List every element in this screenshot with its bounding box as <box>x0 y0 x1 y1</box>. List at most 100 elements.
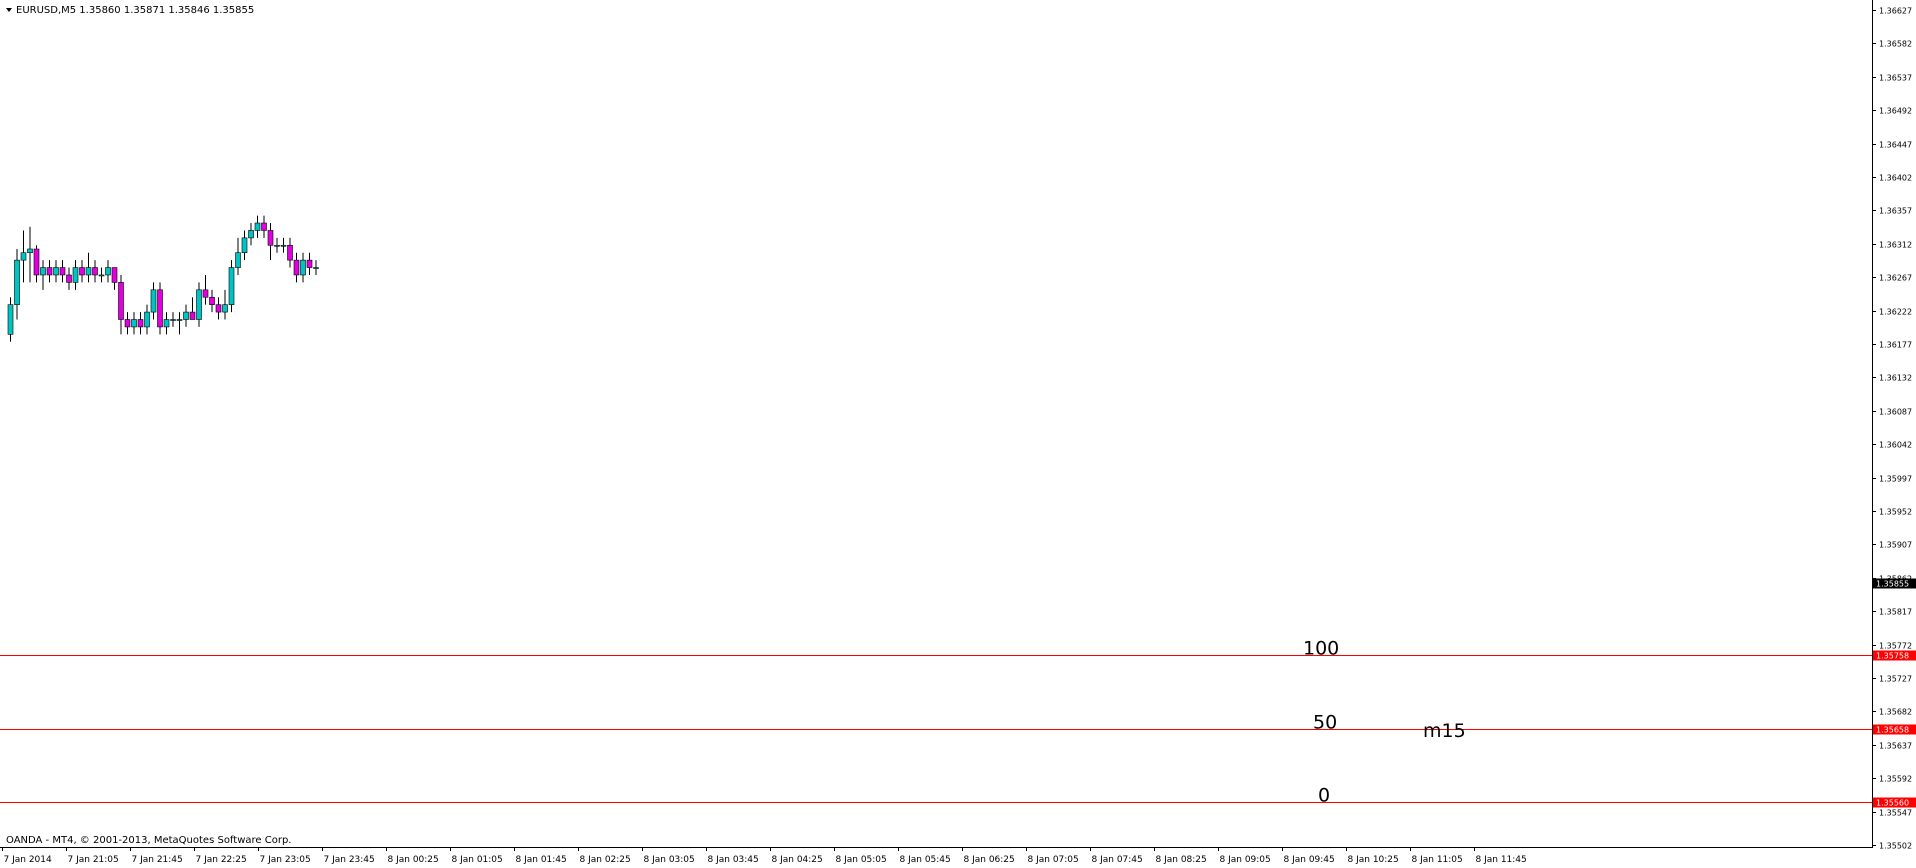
time-tick-label: 7 Jan 23:05 <box>260 855 311 865</box>
price-tick-label: 1.36132 <box>1879 374 1912 383</box>
time-tick-label: 7 Jan 23:45 <box>324 855 375 865</box>
candle-bull-body <box>40 267 46 276</box>
candle <box>254 215 261 238</box>
candle <box>72 260 79 290</box>
time-tick-label: 8 Jan 07:45 <box>1092 855 1143 865</box>
candle <box>313 260 319 275</box>
price-tick-label: 1.36042 <box>1879 441 1912 450</box>
candle <box>40 260 46 290</box>
candle-bull-body <box>241 237 248 254</box>
candle <box>222 289 228 320</box>
price-tick-label: 1.36537 <box>1879 74 1912 83</box>
candle-bull-body <box>196 289 202 320</box>
candle-bull-body <box>105 267 111 276</box>
candle-bull-body <box>163 319 170 328</box>
candle <box>124 312 131 335</box>
price-tick-label: 1.36222 <box>1879 308 1912 317</box>
candle-bull-body <box>235 252 241 268</box>
time-tick-label: 7 Jan 21:05 <box>68 855 119 865</box>
candle-bull-body <box>72 267 79 283</box>
candle-bear-body <box>287 244 293 261</box>
price-tick-label: 1.35592 <box>1879 775 1912 784</box>
candle <box>196 282 202 327</box>
time-tick-label: 8 Jan 08:25 <box>1156 855 1207 865</box>
time-tick-label: 8 Jan 01:05 <box>452 855 503 865</box>
price-tag-box <box>1873 724 1916 735</box>
time-tick-label: 8 Jan 07:05 <box>1028 855 1079 865</box>
candle <box>53 260 59 283</box>
candle-bear-body <box>267 230 274 246</box>
candle-bull-body <box>27 248 33 254</box>
candle-bull-body <box>131 319 137 328</box>
current-price-box <box>1873 578 1916 589</box>
candle-bear-body <box>189 311 196 320</box>
price-tick-label: 1.36087 <box>1879 408 1912 417</box>
candle <box>157 282 163 335</box>
candle <box>131 312 137 335</box>
candle-bear-body <box>306 259 313 268</box>
candle <box>274 237 280 253</box>
candle <box>111 267 118 290</box>
candle-bull-body <box>98 274 105 277</box>
candle <box>170 312 176 327</box>
candle <box>202 274 209 305</box>
candle-bull-body <box>254 222 261 231</box>
triangle-down-icon[interactable] <box>6 8 12 12</box>
candle <box>235 237 241 275</box>
candle-bear-body <box>118 282 124 320</box>
candle <box>98 267 105 283</box>
level-labels: 100 50 0 <box>1303 638 1339 807</box>
current-price-label: 1.35855 <box>1876 580 1909 589</box>
candle <box>92 260 98 283</box>
candle-bear-body <box>33 248 40 276</box>
candle <box>209 289 215 313</box>
price-tag-label: 1.35658 <box>1876 726 1909 735</box>
candle <box>228 260 235 313</box>
time-tick-label: 8 Jan 00:25 <box>388 855 439 865</box>
price-tick-label: 1.35772 <box>1879 642 1912 651</box>
price-tick-label: 1.35907 <box>1879 541 1912 550</box>
candle <box>14 248 20 320</box>
price-tick-label: 1.36267 <box>1879 274 1912 283</box>
time-tick-label: 8 Jan 11:05 <box>1412 855 1463 865</box>
price-tick-label: 1.35682 <box>1879 708 1912 717</box>
candle-bull-body <box>248 230 254 239</box>
price-tag-label: 1.35560 <box>1876 799 1909 808</box>
time-tick-label: 8 Jan 03:05 <box>644 855 695 865</box>
price-tick-label: 1.35547 <box>1879 809 1912 818</box>
time-axis[interactable]: 7 Jan 2014 7 Jan 21:05 7 Jan 21:45 7 Jan 22… <box>2 847 1527 865</box>
candle-bull-body <box>300 259 306 276</box>
candle <box>105 260 111 283</box>
price-tick-label: 1.36447 <box>1879 141 1912 150</box>
candle-bull-body <box>313 267 319 269</box>
candle-bear-body <box>79 267 85 276</box>
candle <box>79 260 85 283</box>
horizontal-lines[interactable] <box>0 655 1872 803</box>
candles-layer <box>7 215 319 342</box>
price-axis[interactable]: 1.36627 1.36582 1.36537 1.36492 1.36447 1.364… <box>1872 7 1912 851</box>
candle <box>241 230 248 261</box>
candle-bull-body <box>53 267 59 276</box>
candle-bear-body <box>157 289 163 328</box>
candle <box>248 223 254 246</box>
time-tick-label: 8 Jan 03:45 <box>708 855 759 865</box>
candle <box>267 223 274 261</box>
candle <box>163 312 170 335</box>
candle-bear-body <box>215 304 222 313</box>
candle <box>144 304 150 335</box>
time-tick-label: 8 Jan 02:25 <box>580 855 631 865</box>
candle <box>46 260 53 283</box>
price-tick-label: 1.36177 <box>1879 341 1912 350</box>
time-tick-label: 8 Jan 01:45 <box>516 855 567 865</box>
candle <box>189 297 196 320</box>
candle <box>7 297 14 342</box>
price-tag-label: 1.35758 <box>1876 652 1909 661</box>
time-tick-label: 8 Jan 09:05 <box>1220 855 1271 865</box>
candle-bear-body <box>92 267 98 276</box>
price-tick-label: 1.36357 <box>1879 207 1912 216</box>
candle-bear-body <box>202 289 209 298</box>
candle <box>261 215 267 238</box>
candle <box>27 226 33 283</box>
time-tick-label: 8 Jan 05:45 <box>900 855 951 865</box>
